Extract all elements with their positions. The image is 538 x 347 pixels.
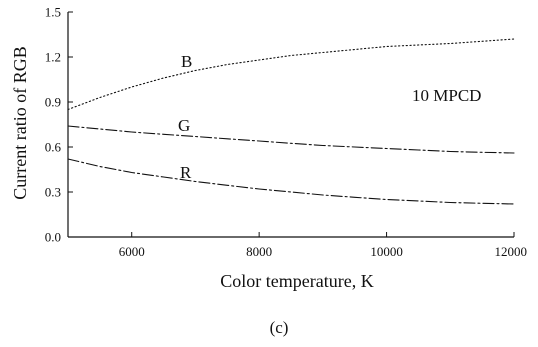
y-tick-label: 0.6 — [45, 140, 62, 155]
x-tick-label: 8000 — [246, 244, 272, 259]
series-label-g: G — [178, 116, 190, 135]
x-tick-label: 12000 — [495, 244, 528, 259]
y-tick-label: 0.9 — [45, 95, 61, 110]
y-axis: 0.0 0.3 0.6 0.9 1.2 1.5 — [45, 5, 73, 245]
x-axis-title: Color temperature, K — [220, 271, 373, 291]
y-tick-label: 1.5 — [45, 5, 61, 20]
figure-caption: (c) — [270, 318, 289, 337]
x-tick-label: 6000 — [119, 244, 145, 259]
series-line-r — [67, 158, 515, 205]
series-label-b: B — [181, 52, 192, 71]
series-label-r: R — [180, 163, 192, 182]
y-tick-label: 0.3 — [45, 185, 61, 200]
y-tick-label: 0.0 — [45, 230, 61, 245]
annotation-10-mpcd: 10 MPCD — [412, 86, 481, 105]
y-tick-label: 1.2 — [45, 50, 61, 65]
series-lines — [67, 38, 515, 205]
y-axis-title: Current ratio of RGB — [10, 46, 30, 199]
series-line-g — [67, 125, 515, 154]
x-tick-label: 10000 — [370, 244, 403, 259]
plot-frame — [67, 12, 514, 238]
x-axis: 6000 8000 10000 12000 — [119, 232, 527, 259]
